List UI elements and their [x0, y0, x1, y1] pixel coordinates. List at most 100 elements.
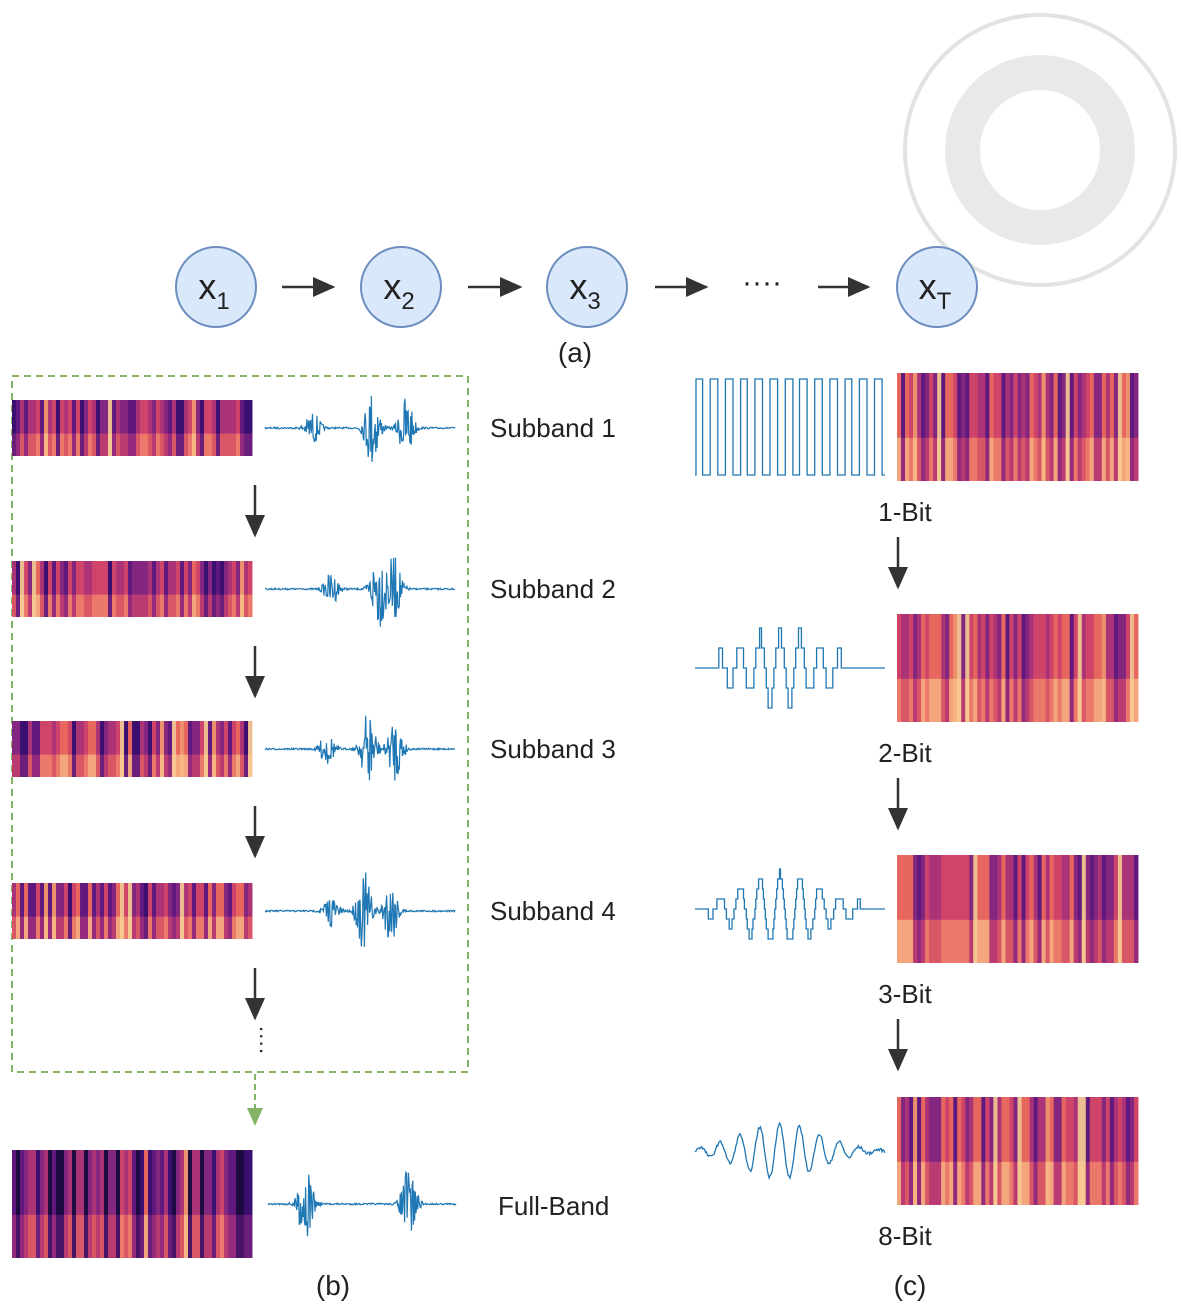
spectrogram-cell [196, 755, 201, 777]
spectrogram-cell [88, 755, 93, 777]
spectrogram-cell [128, 755, 133, 777]
spectrogram-cell [917, 1162, 922, 1205]
spectrogram-cell [1086, 920, 1091, 963]
spectrogram-cell [901, 438, 906, 481]
spectrogram-cell [220, 917, 225, 939]
spectrogram-cell [164, 917, 169, 939]
spectrogram-cell [124, 1215, 129, 1258]
spectrogram-cell [1066, 1162, 1071, 1205]
spectrogram-cell [152, 595, 157, 617]
spectrogram-cell [148, 917, 153, 939]
spectrogram-cell [204, 595, 209, 617]
spectrogram-cell [1038, 438, 1043, 481]
spectrogram-cell [945, 920, 950, 963]
spectrogram-cell [164, 434, 169, 456]
spectrogram-cell [116, 1215, 121, 1258]
spectrogram-cell [244, 917, 249, 939]
spectrogram-cell [977, 920, 982, 963]
spectrogram-cell [44, 434, 49, 456]
spectrogram-cell [1118, 438, 1123, 481]
spectrogram-cell [36, 595, 41, 617]
spectrogram-cell [937, 438, 942, 481]
spectrogram-cell [1118, 679, 1123, 722]
spectrogram-cell [36, 434, 41, 456]
spectrogram-cell [136, 755, 141, 777]
spectrogram-cell [212, 595, 217, 617]
spectrogram-cell [1009, 1162, 1014, 1205]
spectrogram-cell [204, 434, 209, 456]
spectrogram-cell [68, 755, 73, 777]
spectrogram-cell [92, 434, 97, 456]
spectrogram-cell [1094, 438, 1099, 481]
spectrogram-cell [1030, 920, 1035, 963]
spectrogram-cell [1046, 679, 1051, 722]
spectrogram-cell [132, 434, 137, 456]
spectrogram-cell [248, 917, 253, 939]
waveform [265, 396, 455, 462]
spectrogram-cell [64, 1215, 69, 1258]
spectrogram-cell [240, 755, 245, 777]
spectrogram-cell [925, 679, 930, 722]
spectrogram-cell [164, 755, 169, 777]
spectrogram-cell [1090, 679, 1095, 722]
spectrogram-cell [1122, 920, 1127, 963]
spectrogram-cell [176, 755, 181, 777]
spectrogram-cell [933, 920, 938, 963]
spectrogram-cell [957, 438, 962, 481]
spectrogram-cell [204, 1215, 209, 1258]
spectrogram-cell [244, 595, 249, 617]
spectrogram-cell [981, 1162, 986, 1205]
spectrogram-cell [961, 1162, 966, 1205]
spectrogram-cell [32, 595, 37, 617]
spectrogram-cell [164, 595, 169, 617]
spectrogram-cell [921, 1162, 926, 1205]
spectrogram-cell [977, 1162, 982, 1205]
spectrogram-cell [44, 595, 49, 617]
spectrogram-cell [56, 917, 61, 939]
spectrogram-cell [116, 917, 121, 939]
spectrogram-cell [36, 1215, 41, 1258]
spectrogram-cell [212, 917, 217, 939]
spectrogram-cell [60, 434, 65, 456]
spectrogram-cell [96, 755, 101, 777]
spectrogram-cell [905, 679, 910, 722]
spectrogram-cell [957, 920, 962, 963]
spectrogram-cell [120, 595, 125, 617]
spectrogram-cell [172, 917, 177, 939]
spectrogram-cell [96, 917, 101, 939]
spectrogram-cell [72, 434, 77, 456]
spectrogram-cell [148, 595, 153, 617]
spectrogram-cell [989, 920, 994, 963]
spectrogram-cell [128, 917, 133, 939]
spectrogram-cell [969, 920, 974, 963]
spectrogram-cell [104, 917, 109, 939]
spectrogram-cell [973, 920, 978, 963]
spectrogram-cell [997, 679, 1002, 722]
spectrogram-cell [136, 434, 141, 456]
spectrogram-cell [180, 917, 185, 939]
spectrogram-cell [901, 679, 906, 722]
spectrogram-cell [132, 917, 137, 939]
spectrogram-cell [1018, 438, 1023, 481]
spectrogram-cell [152, 755, 157, 777]
spectrogram-cell [1094, 679, 1099, 722]
spectrogram-cell [1094, 920, 1099, 963]
spectrogram-cell [144, 595, 149, 617]
spectrogram-cell [1030, 438, 1035, 481]
spectrogram-cell [1062, 679, 1067, 722]
spectrogram-cell [1114, 920, 1119, 963]
spectrogram-cell [20, 434, 25, 456]
spectrogram-cell [897, 679, 902, 722]
spectrogram-cell [52, 434, 57, 456]
spectrogram-cell [1090, 438, 1095, 481]
spectrogram-cell [981, 679, 986, 722]
spectrogram-cell [1130, 438, 1135, 481]
spectrogram-cell [240, 917, 245, 939]
spectrogram-cell [192, 917, 197, 939]
spectrogram-cell [985, 679, 990, 722]
spectrogram-cell [1134, 679, 1139, 722]
spectrogram-cell [204, 755, 209, 777]
spectrogram-cell [56, 1215, 61, 1258]
spectrogram-cell [913, 1162, 918, 1205]
spectrogram-cell [212, 434, 217, 456]
